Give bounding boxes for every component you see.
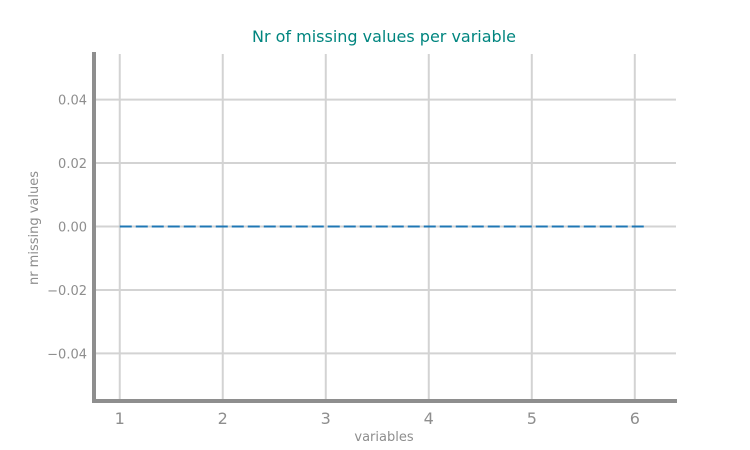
y-axis-label: nr missing values	[27, 171, 42, 285]
y-tick-label-1: 0.04	[58, 94, 87, 109]
x-tick-label-3: 3	[321, 409, 331, 428]
x-tick-label-6: 6	[630, 409, 640, 428]
y-tick-label-4: −0.02	[47, 284, 87, 299]
tick-labels: 0.04 0.02 0.00 −0.02 −0.04 1 2 3 4 5 6	[47, 94, 640, 428]
axes	[92, 52, 677, 403]
y-tick-label-2: 0.02	[58, 157, 87, 172]
x-tick-label-2: 2	[218, 409, 228, 428]
x-tick-label-4: 4	[424, 409, 434, 428]
x-tick-label-1: 1	[115, 409, 125, 428]
x-tick-label-5: 5	[527, 409, 537, 428]
y-tick-label-3: 0.00	[58, 221, 87, 236]
x-axis-label: variables	[354, 430, 413, 445]
chart-title: Nr of missing values per variable	[252, 27, 516, 46]
y-tick-label-5: −0.04	[47, 347, 87, 362]
